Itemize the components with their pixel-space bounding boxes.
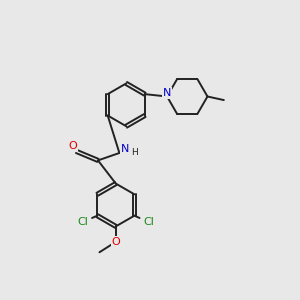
Text: Cl: Cl — [144, 217, 155, 227]
Text: N: N — [121, 143, 129, 154]
Text: O: O — [111, 237, 120, 247]
Text: N: N — [163, 88, 171, 98]
Text: N: N — [163, 88, 171, 98]
Text: Cl: Cl — [77, 217, 88, 227]
Text: O: O — [69, 141, 77, 151]
Text: H: H — [131, 148, 138, 158]
